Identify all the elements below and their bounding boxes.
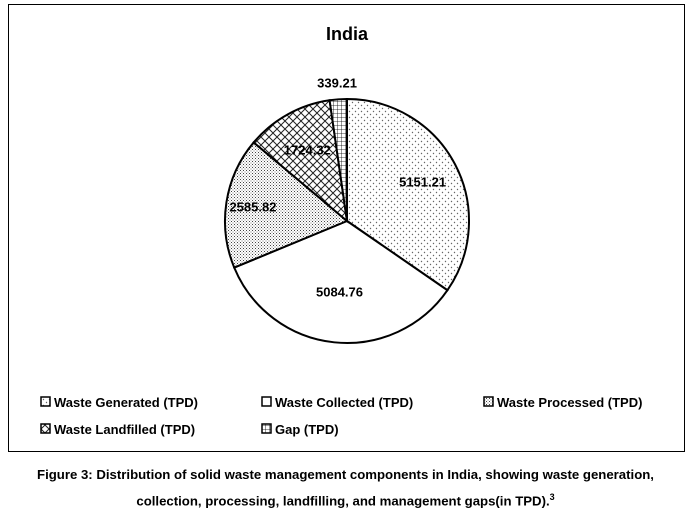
- legend-swatch: [261, 396, 272, 407]
- legend-label: Waste Collected (TPD): [275, 395, 413, 410]
- legend-item-waste-landfilled: Waste Landfilled (TPD): [40, 422, 195, 437]
- legend-item-waste-processed: Waste Processed (TPD): [483, 395, 642, 410]
- pie-slice-gap: [328, 97, 348, 222]
- data-label-waste-landfilled: 1724.32: [284, 143, 331, 158]
- legend-label: Waste Generated (TPD): [54, 395, 198, 410]
- legend-swatch: [40, 423, 51, 434]
- legend-swatch: [483, 396, 494, 407]
- legend-label: Waste Processed (TPD): [497, 395, 642, 410]
- chart-title: India: [326, 24, 369, 44]
- caption-line-2: collection, processing, landfilling, and…: [136, 493, 550, 509]
- legend-item-waste-collected: Waste Collected (TPD): [261, 395, 413, 410]
- pie-chart: India 5151.21 5084.76 2585.82 1724.32 339.21…: [40, 24, 642, 437]
- pie-slice-waste-generated: [346, 97, 470, 292]
- data-label-waste-processed: 2585.82: [229, 199, 276, 214]
- data-label-waste-collected: 5084.76: [316, 284, 363, 299]
- caption-superscript: 3: [549, 492, 555, 502]
- legend-item-waste-generated: Waste Generated (TPD): [40, 395, 198, 410]
- legend-label: Waste Landfilled (TPD): [54, 422, 195, 437]
- data-label-gap: 339.21: [317, 75, 357, 90]
- caption-line-1: Figure 3: Distribution of solid waste ma…: [37, 467, 654, 482]
- legend-swatch: [40, 396, 51, 407]
- pie-slice-waste-processed: [224, 141, 349, 269]
- chart-frame: India 5151.21 5084.76 2585.82 1724.32 339.21…: [8, 4, 685, 452]
- data-label-waste-generated: 5151.21: [399, 174, 446, 189]
- pie-slice-waste-collected: [232, 219, 449, 344]
- legend-item-gap: Gap (TPD): [261, 422, 339, 437]
- legend-swatch: [261, 423, 272, 434]
- figure-caption: Figure 3: Distribution of solid waste ma…: [0, 464, 691, 512]
- pie-slice-waste-landfilled: [252, 99, 349, 224]
- pie-data-labels: 5151.21 5084.76 2585.82 1724.32 339.21: [229, 75, 446, 299]
- pie-slices: [224, 97, 470, 344]
- legend-label: Gap (TPD): [275, 422, 339, 437]
- legend: Waste Generated (TPD) Waste Collected (TP…: [40, 395, 642, 437]
